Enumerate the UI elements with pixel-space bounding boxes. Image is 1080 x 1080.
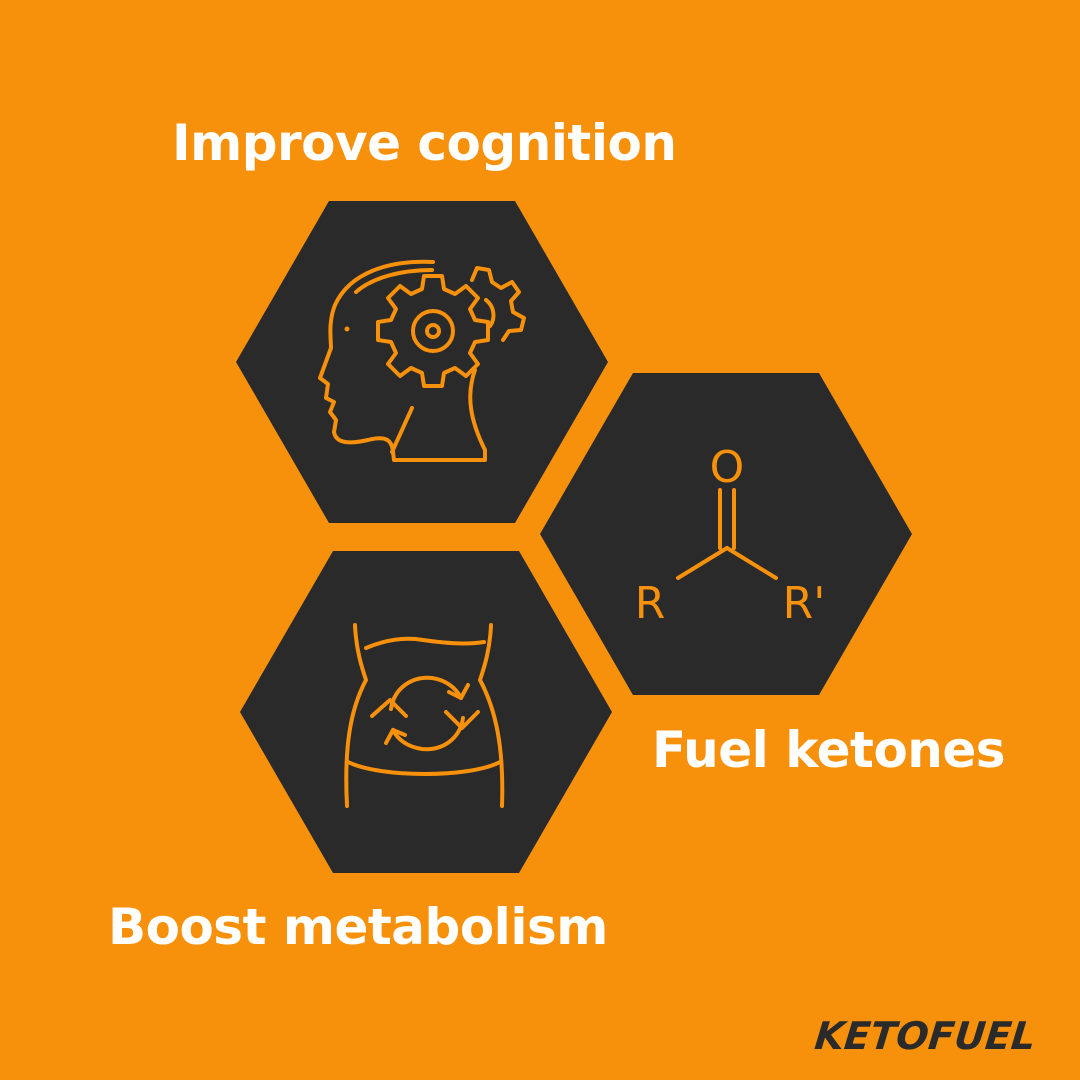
waist-metabolism-icon (344, 623, 505, 808)
atom-oxygen-label: O (710, 442, 745, 493)
headline-boost-metabolism: Boost metabolism (108, 898, 608, 956)
headline-improve-cognition: Improve cognition (172, 114, 677, 172)
group-r-prime-label: R' (783, 578, 826, 629)
headline-fuel-ketones: Fuel ketones (652, 721, 1006, 779)
group-r-label: R (635, 578, 666, 629)
head-gears-icon (318, 259, 526, 462)
ketone-molecule-icon: O R R' (635, 442, 826, 629)
hexagon-cognition (236, 201, 608, 523)
hexagon-ketones: O R R' (540, 373, 912, 695)
hexagon-metabolism (240, 551, 612, 873)
ketofuel-logo: KETOFUEL (813, 1014, 1039, 1058)
